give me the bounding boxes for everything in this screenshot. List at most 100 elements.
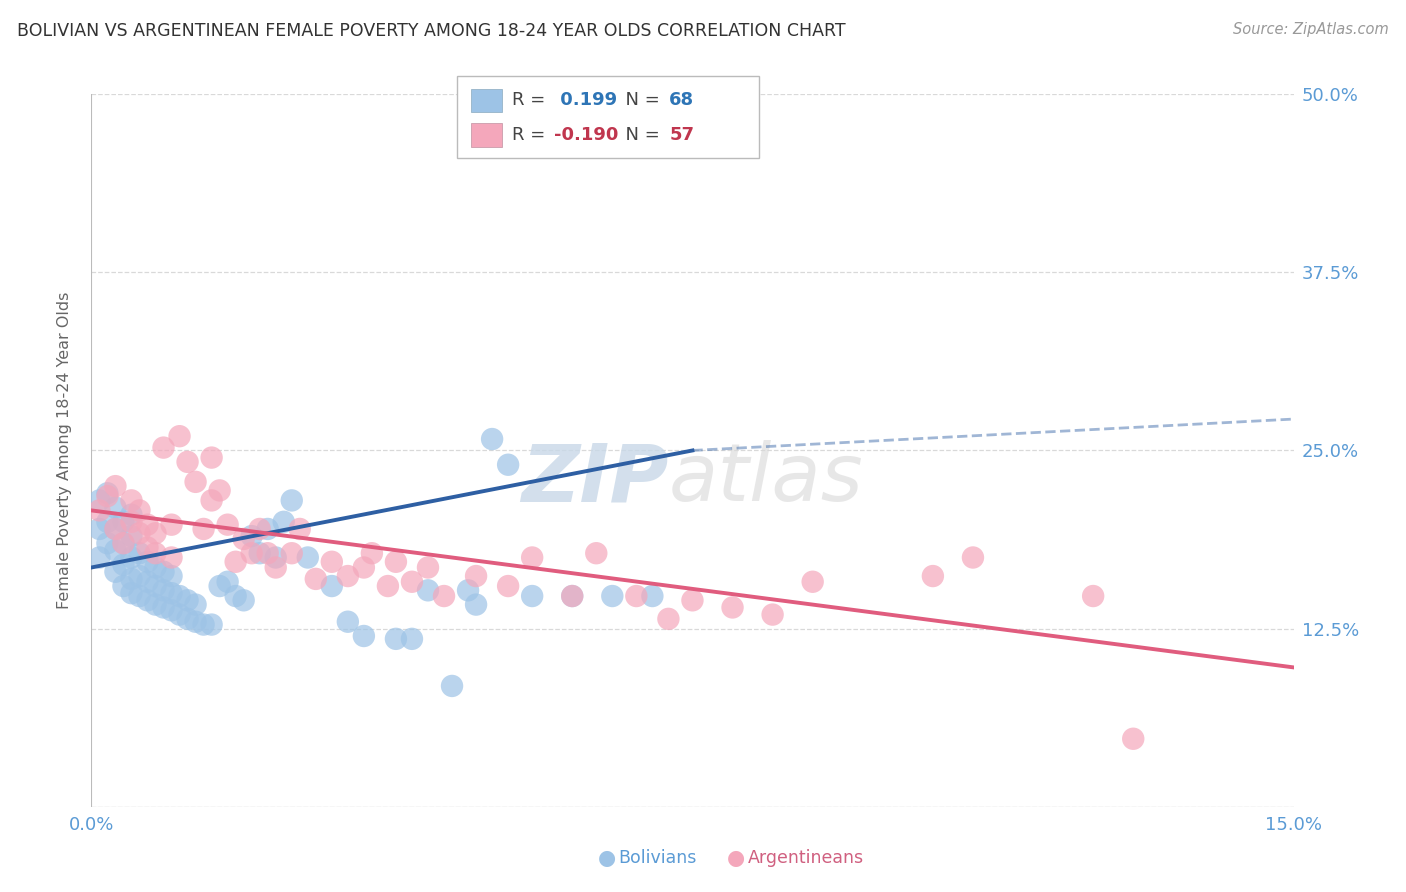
Point bbox=[201, 450, 224, 465]
Point bbox=[922, 569, 945, 583]
Point bbox=[273, 515, 295, 529]
Point bbox=[585, 546, 607, 560]
Text: Bolivians: Bolivians bbox=[619, 849, 697, 867]
Point bbox=[176, 612, 198, 626]
Point bbox=[201, 493, 224, 508]
Text: R =: R = bbox=[512, 126, 551, 144]
Point bbox=[112, 536, 135, 550]
Point bbox=[112, 579, 135, 593]
Text: BOLIVIAN VS ARGENTINEAN FEMALE POVERTY AMONG 18-24 YEAR OLDS CORRELATION CHART: BOLIVIAN VS ARGENTINEAN FEMALE POVERTY A… bbox=[17, 22, 845, 40]
Point bbox=[416, 583, 439, 598]
Text: -0.190: -0.190 bbox=[554, 126, 619, 144]
Point bbox=[145, 546, 167, 560]
Point bbox=[201, 617, 224, 632]
Point bbox=[136, 574, 159, 589]
Point bbox=[169, 429, 191, 443]
Point bbox=[1122, 731, 1144, 746]
Point bbox=[321, 555, 343, 569]
Point bbox=[136, 517, 159, 532]
Point bbox=[641, 589, 664, 603]
Point bbox=[104, 522, 127, 536]
Point bbox=[240, 546, 263, 560]
Point bbox=[561, 589, 583, 603]
Point bbox=[353, 560, 375, 574]
Point bbox=[96, 536, 118, 550]
Point bbox=[121, 550, 143, 565]
Text: Source: ZipAtlas.com: Source: ZipAtlas.com bbox=[1233, 22, 1389, 37]
Point bbox=[184, 475, 207, 489]
Point bbox=[104, 500, 127, 515]
Point bbox=[297, 550, 319, 565]
Text: Argentineans: Argentineans bbox=[748, 849, 865, 867]
Point bbox=[249, 522, 271, 536]
Point bbox=[121, 508, 143, 522]
Point bbox=[169, 607, 191, 622]
Text: N =: N = bbox=[614, 126, 666, 144]
Point bbox=[305, 572, 328, 586]
Text: N =: N = bbox=[614, 92, 666, 110]
Point bbox=[232, 532, 254, 546]
Point bbox=[801, 574, 824, 589]
Text: ●: ● bbox=[727, 848, 745, 868]
Point bbox=[96, 515, 118, 529]
Point bbox=[762, 607, 785, 622]
Point bbox=[465, 598, 488, 612]
Point bbox=[249, 546, 271, 560]
Point bbox=[89, 493, 111, 508]
Point bbox=[176, 593, 198, 607]
Point bbox=[96, 489, 118, 503]
Point bbox=[377, 579, 399, 593]
Point bbox=[353, 629, 375, 643]
Point bbox=[121, 515, 143, 529]
Point bbox=[169, 589, 191, 603]
Point bbox=[321, 579, 343, 593]
Text: 57: 57 bbox=[669, 126, 695, 144]
Point bbox=[104, 522, 127, 536]
Point bbox=[160, 517, 183, 532]
Point bbox=[160, 569, 183, 583]
Point bbox=[160, 586, 183, 600]
Point bbox=[184, 615, 207, 629]
Point bbox=[96, 486, 118, 500]
Point bbox=[264, 560, 287, 574]
Text: 0.199: 0.199 bbox=[554, 92, 617, 110]
Point bbox=[496, 458, 519, 472]
Point bbox=[360, 546, 382, 560]
Point bbox=[457, 583, 479, 598]
Point bbox=[522, 550, 544, 565]
Point bbox=[385, 632, 408, 646]
Text: atlas: atlas bbox=[668, 440, 863, 518]
Text: R =: R = bbox=[512, 92, 551, 110]
Point bbox=[152, 583, 174, 598]
Point bbox=[217, 517, 239, 532]
Point bbox=[152, 441, 174, 455]
Point bbox=[465, 569, 488, 583]
Point bbox=[136, 541, 159, 555]
Point bbox=[440, 679, 463, 693]
Point bbox=[145, 560, 167, 574]
Point bbox=[496, 579, 519, 593]
Point bbox=[681, 593, 703, 607]
Point bbox=[657, 612, 679, 626]
Point bbox=[128, 503, 150, 517]
Point bbox=[208, 483, 231, 498]
Text: ZIP: ZIP bbox=[522, 440, 668, 518]
Point bbox=[104, 479, 127, 493]
Point bbox=[112, 558, 135, 572]
Point bbox=[136, 593, 159, 607]
Point bbox=[152, 600, 174, 615]
Point bbox=[121, 586, 143, 600]
Point bbox=[217, 574, 239, 589]
Point bbox=[128, 569, 150, 583]
Text: 68: 68 bbox=[669, 92, 695, 110]
Point bbox=[401, 632, 423, 646]
Point bbox=[145, 598, 167, 612]
Point bbox=[89, 522, 111, 536]
Point bbox=[112, 515, 135, 529]
Point bbox=[602, 589, 624, 603]
Point bbox=[416, 560, 439, 574]
Point bbox=[136, 555, 159, 569]
Point bbox=[225, 589, 247, 603]
Point bbox=[208, 579, 231, 593]
Point bbox=[160, 603, 183, 617]
